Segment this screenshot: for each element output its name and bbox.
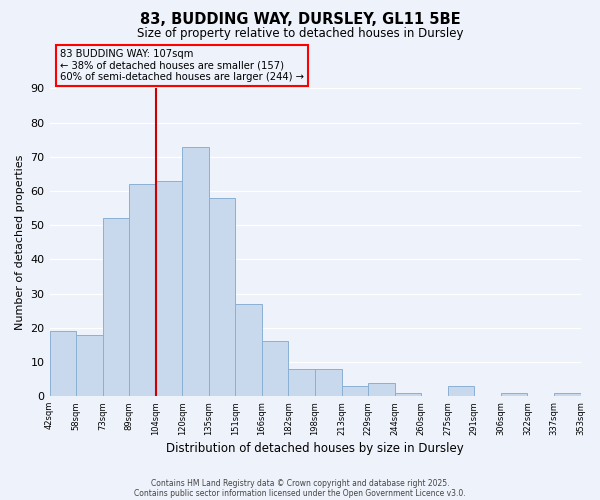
Bar <box>448 386 475 396</box>
Text: 83, BUDDING WAY, DURSLEY, GL11 5BE: 83, BUDDING WAY, DURSLEY, GL11 5BE <box>140 12 460 28</box>
Bar <box>501 393 527 396</box>
Bar <box>554 393 581 396</box>
Y-axis label: Number of detached properties: Number of detached properties <box>15 154 25 330</box>
Text: 83 BUDDING WAY: 107sqm
← 38% of detached houses are smaller (157)
60% of semi-de: 83 BUDDING WAY: 107sqm ← 38% of detached… <box>60 49 304 82</box>
Bar <box>129 184 156 396</box>
Bar <box>262 342 289 396</box>
Text: Contains HM Land Registry data © Crown copyright and database right 2025.: Contains HM Land Registry data © Crown c… <box>151 478 449 488</box>
Bar <box>103 218 129 396</box>
Bar <box>235 304 262 396</box>
Bar <box>76 334 103 396</box>
Bar <box>182 146 209 396</box>
Bar <box>368 382 395 396</box>
X-axis label: Distribution of detached houses by size in Dursley: Distribution of detached houses by size … <box>166 442 464 455</box>
Bar <box>209 198 235 396</box>
Bar <box>315 369 341 396</box>
Bar <box>341 386 368 396</box>
Bar <box>156 180 182 396</box>
Text: Size of property relative to detached houses in Dursley: Size of property relative to detached ho… <box>137 28 463 40</box>
Bar <box>50 331 76 396</box>
Text: Contains public sector information licensed under the Open Government Licence v3: Contains public sector information licen… <box>134 488 466 498</box>
Bar <box>395 393 421 396</box>
Bar <box>289 369 315 396</box>
